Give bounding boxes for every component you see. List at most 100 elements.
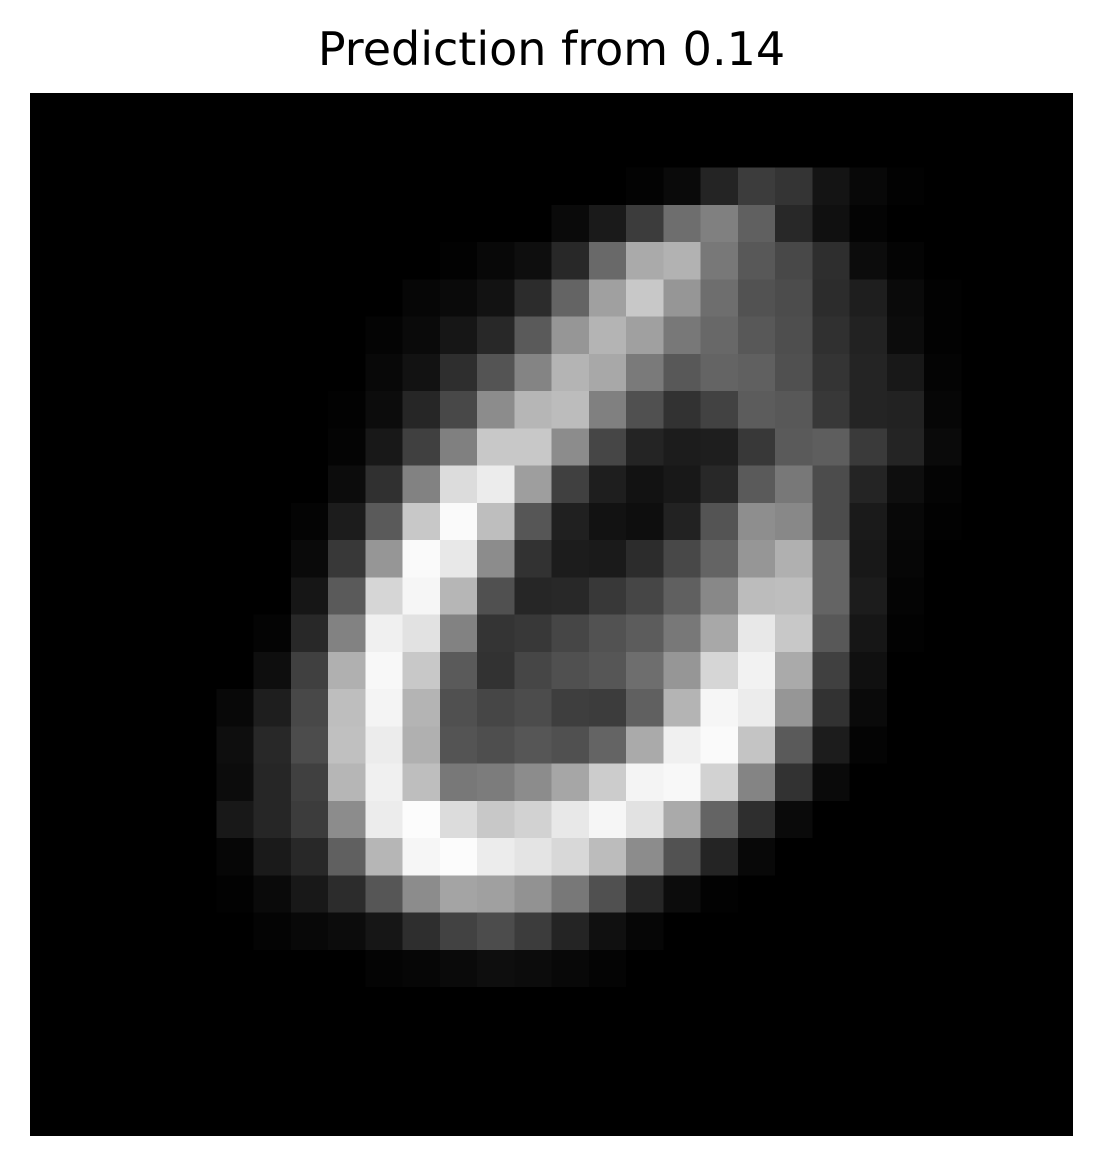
heatmap-cell <box>67 465 106 504</box>
heatmap-cell <box>775 949 813 988</box>
heatmap-cell <box>104 130 143 169</box>
heatmap-cell <box>775 167 813 206</box>
heatmap-cell <box>365 763 404 802</box>
heatmap-cell <box>514 130 553 169</box>
heatmap-cell <box>514 689 553 727</box>
heatmap-cell <box>737 465 776 504</box>
heatmap-cell <box>775 875 813 914</box>
heatmap-cell <box>67 1024 106 1063</box>
heatmap-cell <box>141 93 180 131</box>
heatmap-cell <box>663 465 702 504</box>
heatmap-cell <box>253 502 292 541</box>
heatmap-cell <box>998 726 1037 765</box>
heatmap-cell <box>998 1098 1037 1136</box>
heatmap-cell <box>812 987 851 1025</box>
heatmap-cell <box>700 1061 739 1100</box>
heatmap-cell <box>253 428 292 467</box>
heatmap-cell <box>961 428 1000 467</box>
heatmap-cell <box>328 316 366 355</box>
heatmap-cell <box>775 130 813 169</box>
heatmap-cell <box>663 428 702 467</box>
heatmap-cell <box>253 167 292 206</box>
heatmap-cell <box>67 428 106 467</box>
heatmap-cell <box>700 465 739 504</box>
heatmap-cell <box>328 167 366 206</box>
heatmap-cell <box>328 875 366 914</box>
heatmap-cell <box>626 949 664 988</box>
heatmap-cell <box>737 763 776 802</box>
heatmap-cell <box>886 130 925 169</box>
heatmap-cell <box>588 242 627 280</box>
heatmap-cell <box>886 614 925 653</box>
heatmap-cell <box>551 167 590 206</box>
heatmap-cell <box>290 130 329 169</box>
heatmap-cell <box>775 279 813 318</box>
heatmap-cell <box>1035 577 1073 616</box>
heatmap-cell <box>663 1061 702 1100</box>
heatmap-cell <box>104 1061 143 1100</box>
heatmap-cell <box>439 949 478 988</box>
heatmap-cell <box>141 1024 180 1063</box>
heatmap-cell <box>365 93 404 131</box>
heatmap-cell <box>328 204 366 243</box>
heatmap-cell <box>514 204 553 243</box>
heatmap-cell <box>216 689 255 727</box>
heatmap-cell <box>179 875 217 914</box>
heatmap-cell <box>737 838 776 876</box>
heatmap-cell <box>67 689 106 727</box>
heatmap-cell <box>737 279 776 318</box>
heatmap-cell <box>924 1098 962 1136</box>
heatmap-cell <box>67 726 106 765</box>
heatmap-cell <box>1035 428 1073 467</box>
heatmap-cell <box>141 987 180 1025</box>
heatmap-cell <box>775 391 813 429</box>
heatmap-cell <box>104 391 143 429</box>
heatmap-cell <box>737 130 776 169</box>
heatmap-cell <box>924 763 962 802</box>
heatmap-cell <box>812 875 851 914</box>
heatmap-cell <box>700 1098 739 1136</box>
heatmap-cell <box>886 689 925 727</box>
heatmap-cell <box>812 540 851 578</box>
heatmap-cell <box>588 577 627 616</box>
heatmap-cell <box>812 130 851 169</box>
heatmap-cell <box>700 577 739 616</box>
heatmap-cell <box>104 279 143 318</box>
heatmap-cell <box>328 577 366 616</box>
heatmap-cell <box>588 726 627 765</box>
heatmap-cell <box>30 763 68 802</box>
heatmap-cell <box>626 391 664 429</box>
heatmap-cell <box>886 912 925 951</box>
heatmap-cell <box>477 1061 515 1100</box>
heatmap-cell <box>998 465 1037 504</box>
heatmap-cell <box>700 279 739 318</box>
heatmap-cell <box>253 353 292 392</box>
heatmap-cell <box>812 428 851 467</box>
heatmap-cell <box>290 763 329 802</box>
heatmap-cell <box>551 651 590 690</box>
heatmap-cell <box>700 875 739 914</box>
heatmap-cell <box>663 614 702 653</box>
heatmap-cell <box>737 912 776 951</box>
heatmap-cell <box>1035 614 1073 653</box>
heatmap-cell <box>179 614 217 653</box>
heatmap-cell <box>514 912 553 951</box>
heatmap-cell <box>737 353 776 392</box>
heatmap-cell <box>1035 1024 1073 1063</box>
heatmap-cell <box>290 912 329 951</box>
heatmap-cell <box>30 465 68 504</box>
heatmap-cell <box>365 651 404 690</box>
heatmap-cell <box>737 242 776 280</box>
heatmap-cell <box>551 428 590 467</box>
heatmap-cell <box>700 614 739 653</box>
heatmap-cell <box>439 614 478 653</box>
heatmap-cell <box>67 949 106 988</box>
heatmap-cell <box>551 242 590 280</box>
heatmap-cell <box>626 875 664 914</box>
heatmap-cell <box>216 279 255 318</box>
heatmap-cell <box>588 204 627 243</box>
heatmap-cell <box>812 577 851 616</box>
heatmap-cell <box>663 130 702 169</box>
heatmap-cell <box>216 130 255 169</box>
heatmap-cell <box>849 875 888 914</box>
